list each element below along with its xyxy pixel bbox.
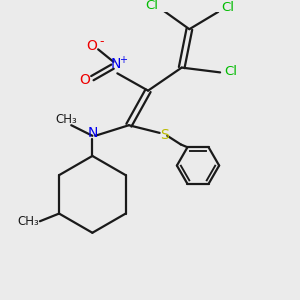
Text: CH₃: CH₃ [17,215,39,228]
Text: O: O [86,38,97,52]
Text: +: + [119,55,127,65]
Text: Cl: Cl [146,0,158,12]
Text: N: N [87,126,98,140]
Text: CH₃: CH₃ [56,113,77,126]
Text: Cl: Cl [224,65,237,78]
Text: -: - [100,35,104,48]
Text: Cl: Cl [221,1,234,13]
Text: N: N [110,57,121,71]
Text: O: O [79,73,90,87]
Text: S: S [160,128,169,142]
